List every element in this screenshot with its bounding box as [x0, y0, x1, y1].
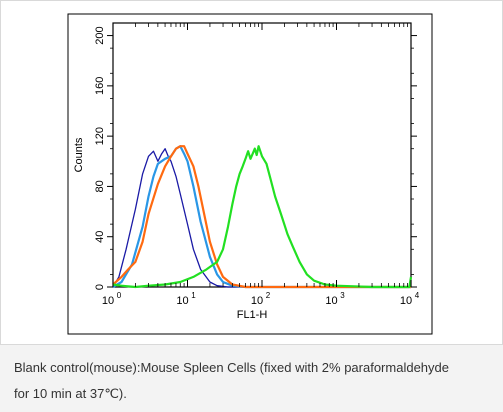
x-tick-exponent: 2	[266, 291, 271, 300]
histogram-figure: 10 0 10 1 10 2 10 3 10 4 0 40 80 120 160 200 FL1-H Counts	[0, 0, 503, 345]
axis-ticks	[107, 23, 417, 288]
histogram-series-3	[112, 145, 411, 289]
x-tick-exponent: 1	[191, 291, 196, 300]
x-tick-exponent: 4	[415, 291, 420, 300]
x-axis-title: FL1-H	[237, 309, 268, 321]
caption-line-1: Blank control(mouse):Mouse Spleen Cells …	[14, 360, 449, 375]
y-tick-label: 80	[94, 180, 106, 192]
x-tick-label: 10	[102, 295, 114, 307]
histogram-series-4	[112, 145, 413, 289]
x-tick-label: 10	[325, 295, 337, 307]
figure-caption: Blank control(mouse):Mouse Spleen Cells …	[0, 345, 503, 412]
y-tick-label: 200	[94, 26, 106, 44]
y-tick-label: 40	[94, 231, 106, 243]
figure-border	[67, 13, 433, 335]
x-tick-exponent: 3	[340, 291, 345, 300]
y-axis-title: Counts	[73, 137, 85, 172]
y-tick-label: 160	[94, 77, 106, 95]
x-tick-exponent: 0	[117, 291, 122, 300]
series-group	[112, 145, 413, 289]
y-tick-label: 0	[94, 284, 106, 290]
x-tick-label: 10	[251, 295, 263, 307]
x-tick-label: 10	[400, 295, 412, 307]
y-tick-label: 120	[94, 127, 106, 145]
caption-line-2: for 10 min at 37℃).	[14, 386, 127, 401]
histogram-series-2	[112, 145, 411, 289]
histogram-series-1	[112, 148, 411, 288]
x-tick-label: 10	[176, 295, 188, 307]
